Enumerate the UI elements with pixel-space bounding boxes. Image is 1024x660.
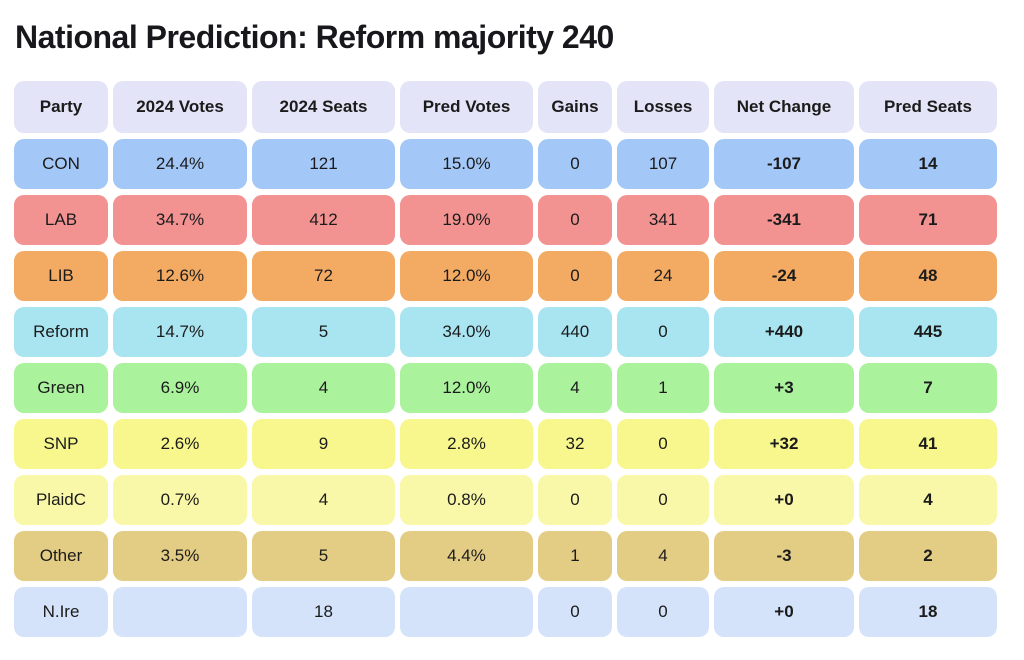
table-cell: +0 <box>714 587 854 638</box>
table-cell: 4 <box>538 363 612 414</box>
table-cell: 0 <box>538 475 612 526</box>
table-cell: 0 <box>617 419 709 470</box>
party-cell: N.Ire <box>14 587 108 638</box>
party-cell: SNP <box>14 419 108 470</box>
table-cell: -24 <box>714 251 854 302</box>
table-cell: 1 <box>538 531 612 582</box>
party-cell: LAB <box>14 195 108 246</box>
table-cell: 32 <box>538 419 612 470</box>
table-cell: +32 <box>714 419 854 470</box>
table-cell: 0 <box>538 587 612 638</box>
table-cell: -107 <box>714 139 854 190</box>
table-cell: 4 <box>859 475 997 526</box>
table-cell: 4 <box>252 475 395 526</box>
party-cell: CON <box>14 139 108 190</box>
table-cell: 4.4% <box>400 531 533 582</box>
column-header-party: Party <box>14 81 108 134</box>
table-cell: 19.0% <box>400 195 533 246</box>
table-cell: 2.8% <box>400 419 533 470</box>
table-cell: 15.0% <box>400 139 533 190</box>
table-cell: 0 <box>538 251 612 302</box>
table-cell: +3 <box>714 363 854 414</box>
table-cell: 5 <box>252 531 395 582</box>
table-cell: 1 <box>617 363 709 414</box>
table-cell: 48 <box>859 251 997 302</box>
column-header-losses: Losses <box>617 81 709 134</box>
table-cell: 0 <box>538 139 612 190</box>
table-cell: 4 <box>617 531 709 582</box>
column-header-predVotes: Pred Votes <box>400 81 533 134</box>
table-cell: -341 <box>714 195 854 246</box>
table-cell: 0 <box>617 587 709 638</box>
column-header-netChange: Net Change <box>714 81 854 134</box>
table-cell: 0 <box>538 195 612 246</box>
party-cell: Green <box>14 363 108 414</box>
table-cell: 440 <box>538 307 612 358</box>
table-cell: 0 <box>617 307 709 358</box>
column-header-predSeats: Pred Seats <box>859 81 997 134</box>
table-cell: 3.5% <box>113 531 247 582</box>
table-cell: 6.9% <box>113 363 247 414</box>
table-cell: 0 <box>617 475 709 526</box>
table-cell: 12.0% <box>400 251 533 302</box>
table-cell: +440 <box>714 307 854 358</box>
table-cell: 9 <box>252 419 395 470</box>
table-cell: 14.7% <box>113 307 247 358</box>
table-cell: 4 <box>252 363 395 414</box>
table-cell: 34.7% <box>113 195 247 246</box>
table-cell: +0 <box>714 475 854 526</box>
table-cell: 2.6% <box>113 419 247 470</box>
table-cell: 0.8% <box>400 475 533 526</box>
table-cell: 34.0% <box>400 307 533 358</box>
table-cell: 412 <box>252 195 395 246</box>
page-title: National Prediction: Reform majority 240 <box>15 19 614 55</box>
table-cell: 18 <box>859 587 997 638</box>
party-cell: Reform <box>14 307 108 358</box>
table-cell: 5 <box>252 307 395 358</box>
column-header-seats2024: 2024 Seats <box>252 81 395 134</box>
table-cell: 72 <box>252 251 395 302</box>
table-cell: 121 <box>252 139 395 190</box>
table-cell: 445 <box>859 307 997 358</box>
table-cell: 341 <box>617 195 709 246</box>
party-cell: PlaidC <box>14 475 108 526</box>
table-cell: 14 <box>859 139 997 190</box>
table-cell: 2 <box>859 531 997 582</box>
column-header-votes2024: 2024 Votes <box>113 81 247 134</box>
prediction-table: Party 2024 Votes 2024 Seats Pred Votes Gains… <box>14 81 1010 638</box>
table-cell: 12.6% <box>113 251 247 302</box>
table-cell: 7 <box>859 363 997 414</box>
table-cell: 12.0% <box>400 363 533 414</box>
table-cell: 107 <box>617 139 709 190</box>
party-cell: Other <box>14 531 108 582</box>
table-cell: 0.7% <box>113 475 247 526</box>
column-header-gains: Gains <box>538 81 612 134</box>
table-cell <box>113 587 247 638</box>
table-cell: 24.4% <box>113 139 247 190</box>
table-cell: 24 <box>617 251 709 302</box>
table-cell: 18 <box>252 587 395 638</box>
table-cell: 41 <box>859 419 997 470</box>
table-cell: 71 <box>859 195 997 246</box>
party-cell: LIB <box>14 251 108 302</box>
table-cell <box>400 587 533 638</box>
table-cell: -3 <box>714 531 854 582</box>
